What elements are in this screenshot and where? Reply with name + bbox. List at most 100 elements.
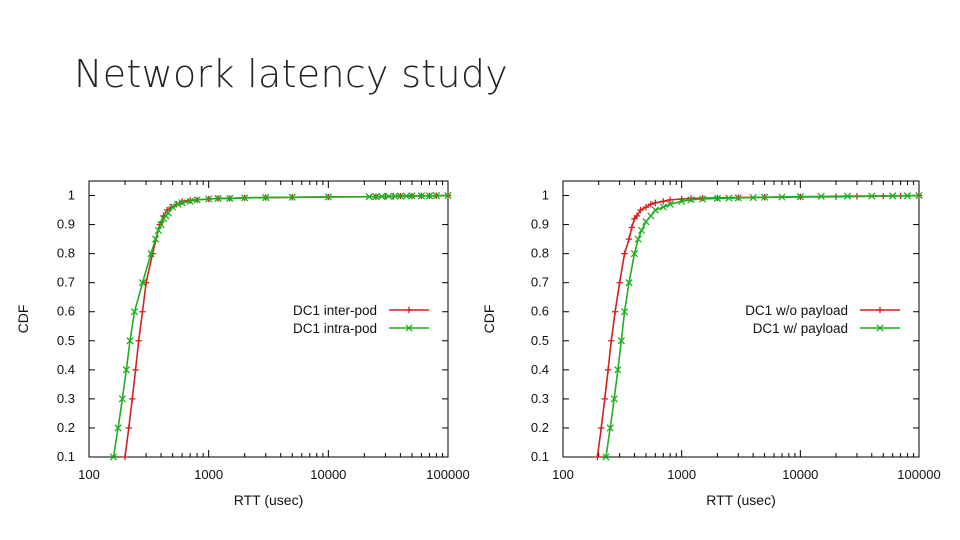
y-tick-label: 0.1 xyxy=(57,449,75,464)
legend-label: DC1 intra-pod xyxy=(293,321,377,336)
data-point xyxy=(734,194,742,202)
data-point xyxy=(606,424,614,432)
data-point xyxy=(408,192,416,200)
data-point xyxy=(417,192,426,200)
data-point xyxy=(642,218,650,226)
data-point xyxy=(760,193,769,201)
y-tick-label: 1 xyxy=(542,188,549,203)
y-tick-label: 0.8 xyxy=(531,246,549,261)
data-point xyxy=(698,195,707,203)
legend-marker xyxy=(876,324,884,332)
data-point xyxy=(262,193,270,202)
y-tick-label: 0.2 xyxy=(531,420,549,435)
data-point xyxy=(610,395,618,403)
data-point xyxy=(214,194,222,203)
data-point xyxy=(168,203,177,211)
data-point xyxy=(647,212,655,220)
y-tick-label: 0.4 xyxy=(57,362,75,377)
data-point xyxy=(226,194,234,203)
data-point xyxy=(666,200,674,208)
legend-label: DC1 inter-pod xyxy=(293,303,377,318)
y-tick-label: 0.5 xyxy=(57,333,75,348)
data-point xyxy=(396,192,405,200)
data-point xyxy=(889,192,897,200)
data-point xyxy=(778,193,786,201)
y-tick-label: 0.9 xyxy=(531,217,549,232)
x-tick-label: 10000 xyxy=(782,467,818,482)
data-point xyxy=(193,196,201,204)
data-point xyxy=(868,192,876,200)
plot-frame xyxy=(562,180,920,458)
y-tick-label: 0.5 xyxy=(531,333,549,348)
series-green xyxy=(602,191,923,461)
y-tick-label: 0.8 xyxy=(57,246,75,261)
data-point xyxy=(186,197,194,205)
data-point xyxy=(402,192,411,200)
y-axis-title: CDF xyxy=(15,305,31,334)
data-point xyxy=(178,199,186,207)
x-axis-title: RTT (usec) xyxy=(234,492,304,508)
data-point xyxy=(288,193,296,201)
data-point xyxy=(151,235,160,243)
data-point xyxy=(620,308,629,316)
x-tick-label: 1000 xyxy=(667,467,696,482)
x-tick-label: 1000 xyxy=(194,467,223,482)
data-point xyxy=(432,191,441,200)
data-point xyxy=(425,192,434,200)
legend: DC1 w/o payload DC1 w/ payload xyxy=(745,303,900,336)
data-point xyxy=(614,366,622,374)
legend-label: DC1 w/ payload xyxy=(753,321,848,336)
data-point xyxy=(634,235,642,243)
data-point xyxy=(659,203,667,211)
legend-marker xyxy=(405,324,413,332)
data-point xyxy=(173,200,182,208)
data-point xyxy=(915,191,923,200)
y-tick-label: 0.3 xyxy=(531,391,549,406)
data-point xyxy=(365,193,373,201)
data-point xyxy=(378,192,386,201)
data-point xyxy=(725,194,733,202)
data-point xyxy=(637,226,646,235)
data-point xyxy=(205,195,213,203)
series-green xyxy=(109,191,452,461)
data-point xyxy=(713,194,722,203)
data-point xyxy=(109,453,118,461)
y-tick-label: 1 xyxy=(68,188,75,203)
x-tick-label: 10000 xyxy=(310,467,346,482)
data-point xyxy=(602,453,610,461)
y-axis-title: CDF xyxy=(481,305,497,334)
data-point xyxy=(444,191,452,200)
data-point xyxy=(138,279,147,287)
data-point xyxy=(651,206,660,214)
data-point xyxy=(625,279,633,287)
data-point xyxy=(796,193,804,201)
y-tick-label: 0.6 xyxy=(57,304,75,319)
y-tick-label: 0.7 xyxy=(531,275,549,290)
data-point xyxy=(241,194,249,202)
data-point xyxy=(687,196,695,204)
data-point xyxy=(678,197,686,205)
plot-frame xyxy=(88,180,449,458)
x-tick-label: 100000 xyxy=(426,467,469,482)
data-point xyxy=(122,366,130,374)
data-point xyxy=(130,308,139,316)
data-point xyxy=(630,249,639,258)
legend: DC1 inter-pod DC1 intra-pod xyxy=(293,303,429,336)
y-tick-label: 0.4 xyxy=(531,362,549,377)
x-axis-title: RTT (usec) xyxy=(706,492,776,508)
y-tick-label: 0.6 xyxy=(531,304,549,319)
data-point xyxy=(843,192,852,200)
data-point xyxy=(164,209,172,217)
data-point xyxy=(817,192,825,201)
y-tick-label: 0.1 xyxy=(531,449,549,464)
x-tick-label: 100 xyxy=(552,467,574,482)
data-point xyxy=(324,193,332,201)
data-point xyxy=(749,193,757,202)
y-tick-label: 0.3 xyxy=(57,391,75,406)
data-point xyxy=(126,337,134,345)
y-tick-label: 0.7 xyxy=(57,275,75,290)
data-point xyxy=(617,337,625,345)
data-point xyxy=(903,192,912,200)
